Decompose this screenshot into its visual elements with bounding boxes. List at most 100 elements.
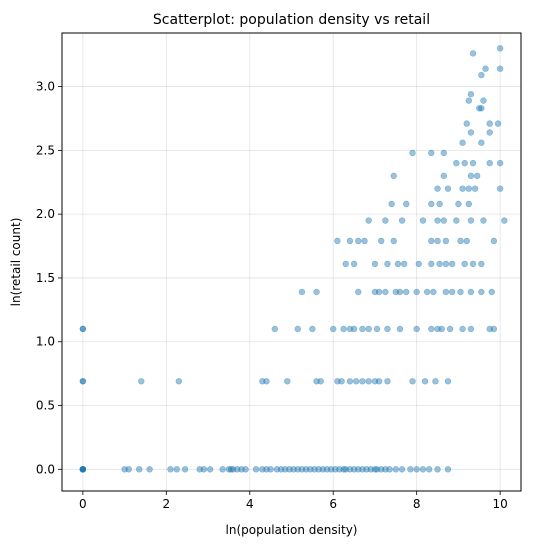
x-tick-label: 2 <box>162 497 170 511</box>
scatter-point <box>252 466 260 473</box>
scatter-point <box>467 172 475 180</box>
y-tick-label: 2.5 <box>36 143 55 157</box>
scatter-point <box>428 200 435 208</box>
scatter-point <box>436 260 443 268</box>
scatter-point <box>467 129 475 136</box>
y-axis-ticks: 0.0 0.5 1.0 1.5 2.0 2.5 3.0 <box>36 80 62 476</box>
scatter-point <box>206 466 214 473</box>
scatter-point <box>319 466 326 473</box>
scatter-point <box>227 466 235 473</box>
scatter-point <box>478 139 485 146</box>
scatter-point <box>346 325 354 333</box>
scatter-point <box>259 378 266 385</box>
scatter-point <box>334 237 341 245</box>
scatter-point <box>375 288 383 296</box>
scatter-point <box>79 378 87 385</box>
scatter-point <box>482 65 489 72</box>
scatter-point <box>384 378 391 385</box>
scatter-point <box>263 466 270 473</box>
scatter-point <box>238 466 245 473</box>
scatter-point <box>413 466 420 473</box>
scatter-point <box>79 466 87 473</box>
scatter-point <box>490 237 498 245</box>
scatter-point <box>79 378 87 385</box>
y-tick-label: 2.0 <box>36 207 55 221</box>
scatter-point <box>365 325 372 333</box>
scatter-point <box>467 217 475 224</box>
scatter-point <box>263 378 270 385</box>
scatter-point <box>361 237 368 245</box>
scatter-point <box>496 65 504 72</box>
scatter-point <box>323 466 331 473</box>
scatter-point <box>175 378 183 385</box>
scatter-point <box>392 288 400 296</box>
scatter-point <box>338 378 345 385</box>
scatter-point <box>355 466 362 473</box>
scatter-point <box>501 217 508 224</box>
scatter-point <box>490 325 498 333</box>
scatter-point <box>273 466 281 473</box>
scatter-point <box>428 237 435 245</box>
scatter-point <box>225 466 233 473</box>
scatter-point <box>346 378 354 385</box>
scatter-point <box>79 466 87 473</box>
scatter-point <box>440 172 448 180</box>
x-tick-label: 4 <box>246 497 254 511</box>
scatter-point <box>79 325 87 333</box>
scatter-point <box>432 378 439 385</box>
scatter-point <box>438 325 445 333</box>
scatter-point <box>355 288 362 296</box>
scatter-point <box>394 260 402 268</box>
scatter-point <box>371 260 379 268</box>
scatter-point <box>359 325 366 333</box>
scatter-point <box>465 185 473 192</box>
scatter-point <box>365 217 372 224</box>
scatter-point <box>465 97 473 104</box>
scatter-point <box>459 139 466 146</box>
scatter-point <box>398 466 406 473</box>
scatter-point <box>428 260 435 268</box>
scatter-point <box>378 237 385 245</box>
scatter-point <box>167 466 174 473</box>
scatter-point <box>448 288 456 296</box>
scatter-point <box>290 466 297 473</box>
scatter-point <box>355 237 362 245</box>
scatter-point <box>234 466 241 473</box>
scatter-point <box>259 466 266 473</box>
y-tick-label: 3.0 <box>36 80 55 94</box>
scatter-point <box>463 120 470 127</box>
scatter-point <box>436 200 443 208</box>
scatter-point <box>434 325 441 333</box>
scatter-point <box>496 185 504 192</box>
scatter-point <box>359 466 366 473</box>
scatter-point <box>382 466 389 473</box>
scatter-point <box>311 466 318 473</box>
scatter-point <box>442 288 450 296</box>
scatter-point <box>434 466 441 473</box>
scatter-point <box>79 466 87 473</box>
scatter-point <box>79 466 87 473</box>
scatter-point <box>457 237 464 245</box>
scatter-point <box>426 466 433 473</box>
scatter-point <box>196 466 203 473</box>
scatter-point <box>342 260 349 268</box>
x-axis-ticks: 0 2 4 6 8 10 <box>79 491 508 511</box>
scatter-point <box>200 466 208 473</box>
x-axis-label: ln(population density) <box>226 523 358 537</box>
scatter-point <box>350 260 358 268</box>
scatter-point <box>138 378 145 385</box>
scatter-point <box>359 378 366 385</box>
scatter-point <box>382 288 389 296</box>
scatter-point <box>330 325 337 333</box>
scatter-point <box>390 172 397 180</box>
scatter-point <box>465 200 473 208</box>
scatter-point <box>444 466 452 473</box>
scatter-point <box>398 217 406 224</box>
scatter-point <box>494 120 502 127</box>
scatter-point <box>421 378 429 385</box>
scatter-point <box>446 325 454 333</box>
scatter-point <box>284 378 291 385</box>
scatter-point <box>428 149 435 157</box>
scatter-point <box>473 172 481 180</box>
